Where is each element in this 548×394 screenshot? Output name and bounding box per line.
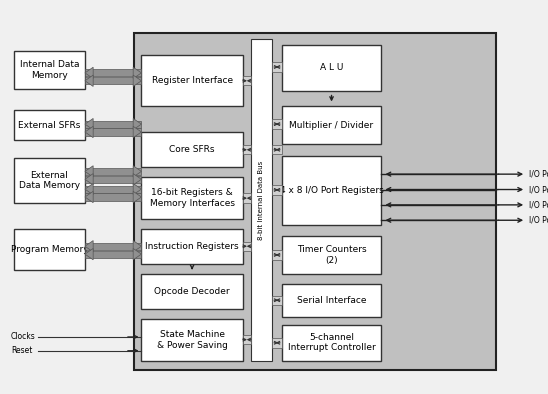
Bar (85, 251, 141, 258)
Text: Register Interface: Register Interface (151, 76, 233, 85)
Text: 5-channel
Interrupt Controller: 5-channel Interrupt Controller (288, 333, 375, 353)
Text: State Machine
& Power Saving: State Machine & Power Saving (157, 330, 227, 349)
Polygon shape (133, 166, 141, 177)
Text: Serial Interface: Serial Interface (297, 296, 366, 305)
Bar (243, 193, 251, 203)
Text: I/O Port 2: I/O Port 2 (529, 201, 548, 209)
Bar (272, 145, 282, 154)
Bar (85, 128, 141, 136)
Bar (85, 77, 141, 84)
Text: Instruction Registers: Instruction Registers (145, 242, 239, 251)
Bar (282, 284, 381, 317)
Polygon shape (133, 184, 141, 195)
Bar (272, 119, 282, 129)
Text: 16-bit Registers &
Memory Interfaces: 16-bit Registers & Memory Interfaces (150, 188, 235, 208)
Polygon shape (133, 126, 141, 138)
Text: Reset: Reset (11, 346, 32, 355)
Text: Program Memory: Program Memory (10, 245, 88, 254)
Bar (282, 45, 381, 91)
Bar (141, 132, 243, 167)
Polygon shape (85, 184, 93, 195)
Polygon shape (133, 174, 141, 185)
Bar (272, 62, 282, 72)
Text: I/O Port 3: I/O Port 3 (529, 216, 548, 225)
Text: Core SFRs: Core SFRs (169, 145, 215, 154)
Polygon shape (133, 249, 141, 260)
Text: I/O Port 0: I/O Port 0 (529, 170, 548, 178)
Bar (14, 158, 85, 203)
Bar (141, 274, 243, 309)
Bar (14, 229, 85, 270)
Bar (282, 236, 381, 274)
Bar (85, 168, 141, 175)
Bar (243, 76, 251, 85)
Bar (282, 106, 381, 144)
Bar (243, 242, 251, 251)
Bar (272, 250, 282, 260)
Polygon shape (133, 75, 141, 86)
Bar (272, 296, 282, 305)
Bar (141, 55, 243, 106)
Bar (85, 121, 141, 128)
Text: A L U: A L U (320, 63, 343, 72)
Polygon shape (133, 241, 141, 252)
Polygon shape (85, 191, 93, 203)
Bar (85, 193, 141, 201)
Bar (243, 335, 251, 344)
Text: I/O Port 1: I/O Port 1 (529, 185, 548, 194)
Text: External
Data Memory: External Data Memory (19, 171, 80, 190)
Bar (85, 69, 141, 76)
Polygon shape (133, 67, 141, 78)
Polygon shape (85, 174, 93, 185)
Bar (141, 319, 243, 361)
Polygon shape (85, 75, 93, 86)
Text: Opcode Decoder: Opcode Decoder (154, 287, 230, 296)
Bar (85, 243, 141, 250)
Bar (251, 39, 272, 361)
Polygon shape (85, 241, 93, 252)
Text: Clocks: Clocks (11, 333, 36, 341)
Bar (282, 325, 381, 361)
Text: 8-bit Internal Data Bus: 8-bit Internal Data Bus (259, 160, 264, 240)
Polygon shape (85, 166, 93, 177)
Bar (85, 186, 141, 193)
Bar (14, 110, 85, 140)
Text: External SFRs: External SFRs (18, 121, 81, 130)
Polygon shape (85, 67, 93, 78)
Bar (141, 229, 243, 264)
Bar (14, 51, 85, 89)
Polygon shape (85, 119, 93, 130)
Polygon shape (85, 249, 93, 260)
Bar (141, 177, 243, 219)
Bar (243, 145, 251, 154)
Text: Multiplier / Divider: Multiplier / Divider (289, 121, 374, 130)
Polygon shape (133, 191, 141, 203)
Bar (282, 156, 381, 225)
Bar (272, 338, 282, 348)
Text: 4 x 8 I/O Port Registers: 4 x 8 I/O Port Registers (279, 186, 384, 195)
Text: Internal Data
Memory: Internal Data Memory (20, 60, 79, 80)
Polygon shape (85, 126, 93, 138)
Bar (134, 33, 496, 370)
Text: Timer Counters
(2): Timer Counters (2) (296, 245, 367, 265)
Polygon shape (133, 119, 141, 130)
Bar (85, 176, 141, 183)
Bar (272, 185, 282, 195)
